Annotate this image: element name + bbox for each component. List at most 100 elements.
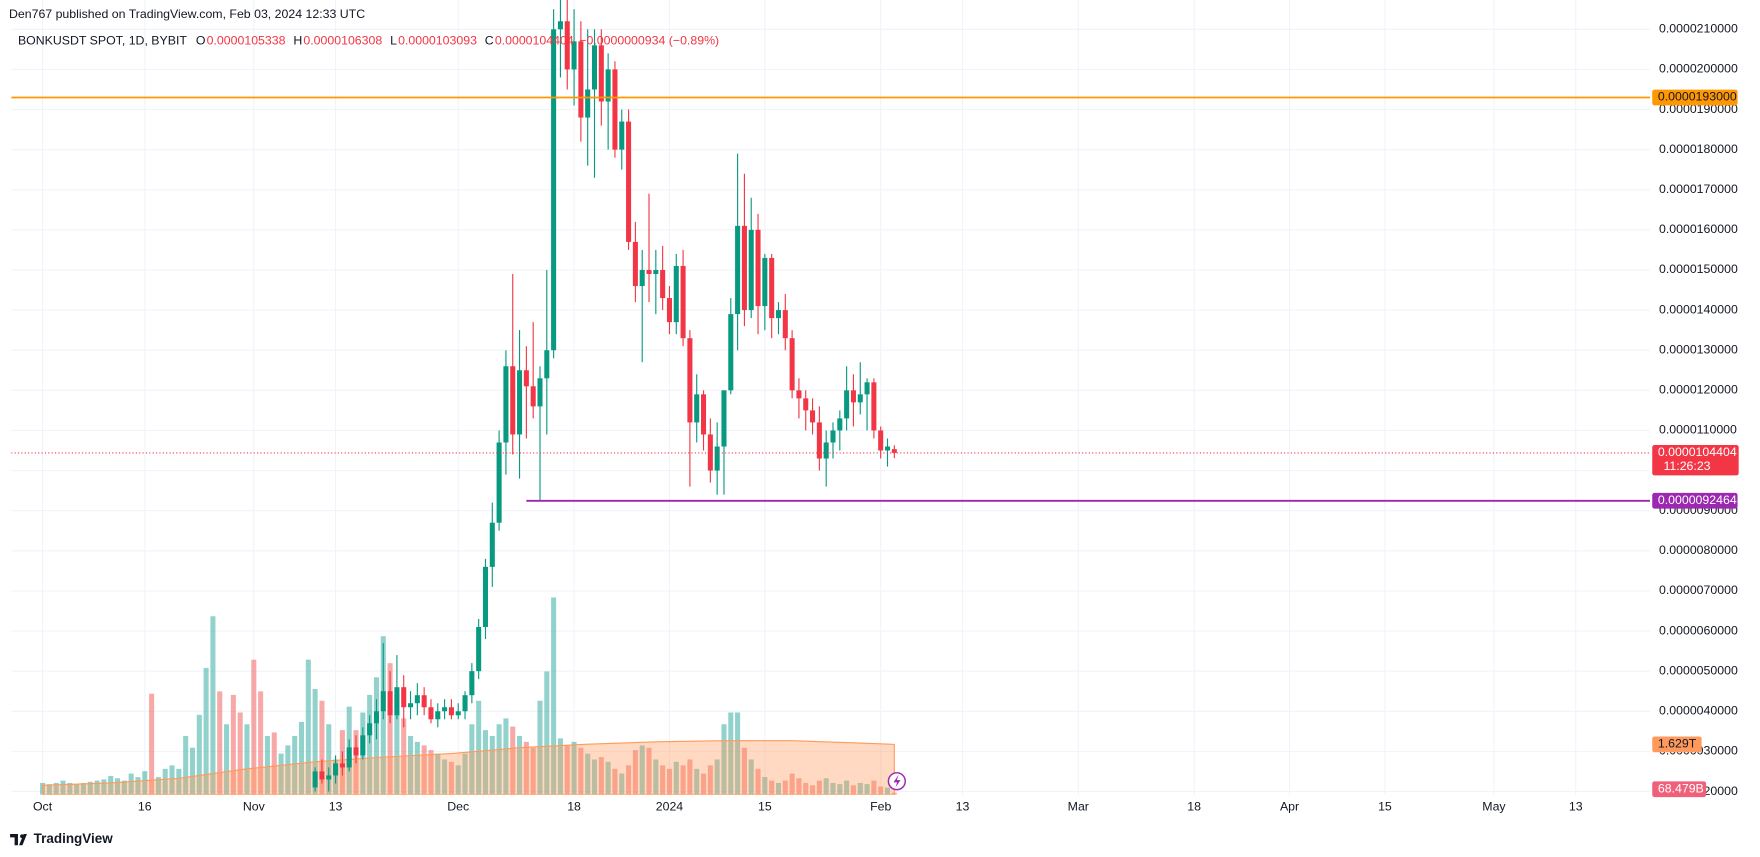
candle-body bbox=[530, 386, 536, 407]
candle-body bbox=[564, 21, 570, 70]
volume-bar bbox=[619, 773, 625, 795]
y-tick-label: 0.0000140000 bbox=[1659, 302, 1738, 316]
candle-body bbox=[660, 269, 666, 299]
volume-bar bbox=[217, 691, 223, 795]
volume-bar bbox=[435, 753, 441, 795]
volume-bar bbox=[551, 597, 557, 795]
volume-bar bbox=[503, 718, 509, 795]
candle-body bbox=[353, 747, 359, 756]
replay-icon[interactable] bbox=[887, 772, 906, 791]
volume-bar bbox=[864, 784, 870, 795]
candle-body bbox=[830, 430, 836, 443]
legend-value: 0.0000104404 bbox=[495, 34, 574, 48]
volume-bar bbox=[748, 759, 754, 795]
x-tick-label: Oct bbox=[33, 799, 53, 813]
grid bbox=[11, 0, 1650, 795]
candle-body bbox=[380, 691, 386, 712]
volume-bar bbox=[823, 778, 829, 795]
volume-ma-area bbox=[42, 740, 895, 795]
y-tick-label: 0.0000210000 bbox=[1659, 22, 1738, 36]
volume-bar bbox=[850, 785, 856, 795]
level-tag bbox=[1652, 492, 1738, 509]
volume-bar bbox=[755, 768, 761, 795]
volume-bar bbox=[523, 741, 529, 795]
volume-bar bbox=[816, 780, 822, 795]
candle-body bbox=[503, 366, 509, 443]
legend-key: H bbox=[293, 34, 302, 48]
candle-body bbox=[857, 394, 863, 403]
volume-bar bbox=[810, 785, 816, 795]
candle-body bbox=[632, 241, 638, 287]
candle-body bbox=[414, 695, 420, 704]
candle-body bbox=[619, 121, 625, 150]
legend-value: 0.0000106308 bbox=[303, 34, 382, 48]
volume-bar bbox=[230, 694, 236, 795]
candle-body bbox=[810, 410, 816, 423]
candle-body bbox=[435, 711, 441, 720]
volume-bar bbox=[462, 753, 468, 795]
volume-bar bbox=[448, 761, 454, 795]
legend-value: 0.0000103093 bbox=[398, 34, 477, 48]
volume-bar bbox=[878, 786, 884, 795]
volume-bar bbox=[701, 773, 707, 795]
candle-body bbox=[312, 771, 318, 788]
candle-body bbox=[551, 29, 557, 351]
y-tick-label: 0.0000170000 bbox=[1659, 182, 1738, 196]
x-tick-label: Dec bbox=[447, 799, 469, 813]
volume-bar bbox=[203, 667, 209, 795]
y-tick-label: 0.0000160000 bbox=[1659, 222, 1738, 236]
volume-ma-tag bbox=[1652, 736, 1702, 753]
candle-body bbox=[367, 723, 373, 736]
volume-bar bbox=[94, 780, 100, 795]
volume-label: 68.479B bbox=[1658, 781, 1704, 795]
volume-ma-label: 1.629T bbox=[1658, 737, 1697, 751]
x-tick-label: Mar bbox=[1068, 799, 1089, 813]
volume-bar bbox=[387, 663, 393, 795]
footer-logo bbox=[10, 833, 27, 846]
x-tick-label: 13 bbox=[1569, 799, 1583, 813]
level-tag bbox=[1652, 89, 1738, 106]
candle-body bbox=[891, 449, 897, 453]
volume-bar bbox=[735, 712, 741, 795]
volume-bar bbox=[421, 745, 427, 795]
candle-body bbox=[680, 265, 686, 339]
level-label: 0.0000193000 bbox=[1658, 90, 1737, 104]
candle-body bbox=[666, 298, 672, 323]
price-tag bbox=[1652, 445, 1739, 476]
volume-bar bbox=[530, 747, 536, 795]
candle-body bbox=[639, 269, 645, 287]
volume-bar bbox=[626, 765, 632, 795]
y-tick-label: 0.0000110000 bbox=[1659, 423, 1737, 437]
volume-bar bbox=[680, 765, 686, 795]
candle-body bbox=[489, 522, 495, 567]
countdown: 11:26:23 bbox=[1663, 459, 1710, 473]
candle-body bbox=[741, 225, 747, 311]
volume-bar bbox=[476, 700, 482, 795]
candle-body bbox=[837, 418, 843, 431]
candle-body bbox=[476, 627, 482, 672]
candle-body bbox=[557, 21, 563, 30]
candle-body bbox=[878, 430, 884, 451]
candle-body bbox=[816, 422, 822, 459]
x-tick-label: 15 bbox=[758, 799, 772, 813]
volume-bar bbox=[687, 759, 693, 795]
x-tick-label: Apr bbox=[1280, 799, 1299, 813]
x-tick-label: 13 bbox=[329, 799, 343, 813]
volume-bar bbox=[108, 775, 114, 795]
candle-body bbox=[687, 338, 693, 423]
volume-bar bbox=[510, 726, 516, 795]
volume-bar bbox=[128, 773, 134, 795]
legend-change: −0.0000000934 (−0.89%) bbox=[579, 34, 719, 48]
publish-header: Den767 published on TradingView.com, Feb… bbox=[9, 7, 365, 21]
volume-bar bbox=[155, 777, 161, 795]
volume-bar bbox=[428, 750, 434, 795]
candle-body bbox=[755, 229, 761, 307]
volume-bar bbox=[482, 730, 489, 795]
volume-bar bbox=[224, 724, 230, 795]
candle-body bbox=[694, 394, 700, 423]
volume-bar bbox=[367, 694, 373, 795]
volume-bar bbox=[714, 759, 720, 795]
candle-body bbox=[871, 382, 877, 431]
candle-body bbox=[394, 687, 400, 716]
volume-bar bbox=[264, 735, 270, 795]
